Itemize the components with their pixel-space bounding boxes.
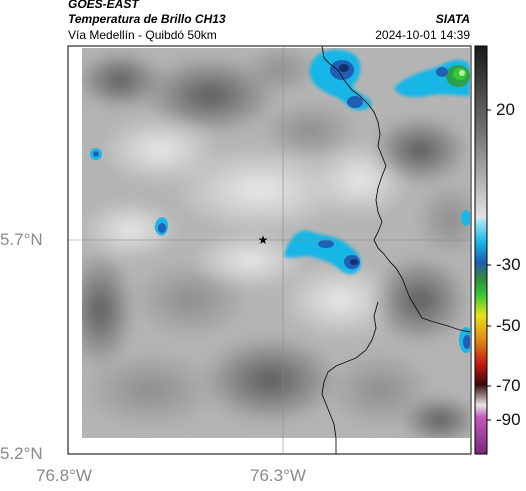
satellite-title: GOES-EAST [68,0,139,11]
satellite-imagery [82,48,470,438]
colorbar-label-minus70: -70 [496,376,521,395]
lon-label-76.8: 76.8°W [36,466,92,485]
department-boundary [321,45,471,454]
colorbar-label-minus30: -30 [496,255,521,274]
route-subtitle: Vía Medellín - Quibdó 50km [68,28,217,42]
source-label: SIATA [435,12,470,26]
colorbar-label-20: 20 [496,100,515,119]
colorbar-label-minus50: -50 [496,316,521,335]
location-star-icon: ★ [258,233,269,247]
cold-cloud-tops [90,49,470,353]
lat-label-5.2: 5.2°N [0,444,43,463]
lat-label-5.7: 5.7°N [0,230,43,249]
datetime-label: 2024-10-01 14:39 [375,28,470,42]
lon-label-76.3: 76.3°W [250,466,306,485]
product-title: Temperatura de Brillo CH13 [68,12,226,26]
colorbar-gradient [474,45,488,455]
colorbar-label-minus90: -90 [496,410,521,429]
